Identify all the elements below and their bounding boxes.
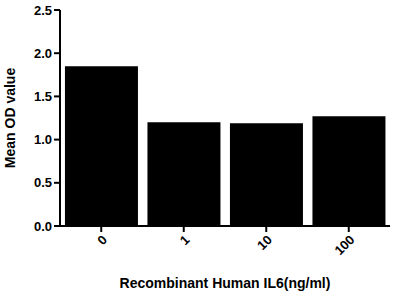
- svg-text:Mean OD value: Mean OD value: [8, 68, 18, 169]
- svg-text:0.5: 0.5: [34, 175, 52, 190]
- svg-text:0.0: 0.0: [34, 219, 52, 234]
- svg-text:Recombinant Human IL6(ng/ml): Recombinant Human IL6(ng/ml): [120, 275, 331, 291]
- svg-text:1: 1: [177, 232, 193, 248]
- svg-text:1.5: 1.5: [34, 89, 52, 104]
- svg-text:0: 0: [94, 232, 110, 248]
- svg-text:10: 10: [254, 232, 275, 253]
- svg-text:100: 100: [331, 232, 357, 258]
- svg-text:2.5: 2.5: [34, 3, 52, 18]
- svg-text:1.0: 1.0: [34, 132, 52, 147]
- svg-text:2.0: 2.0: [34, 46, 52, 61]
